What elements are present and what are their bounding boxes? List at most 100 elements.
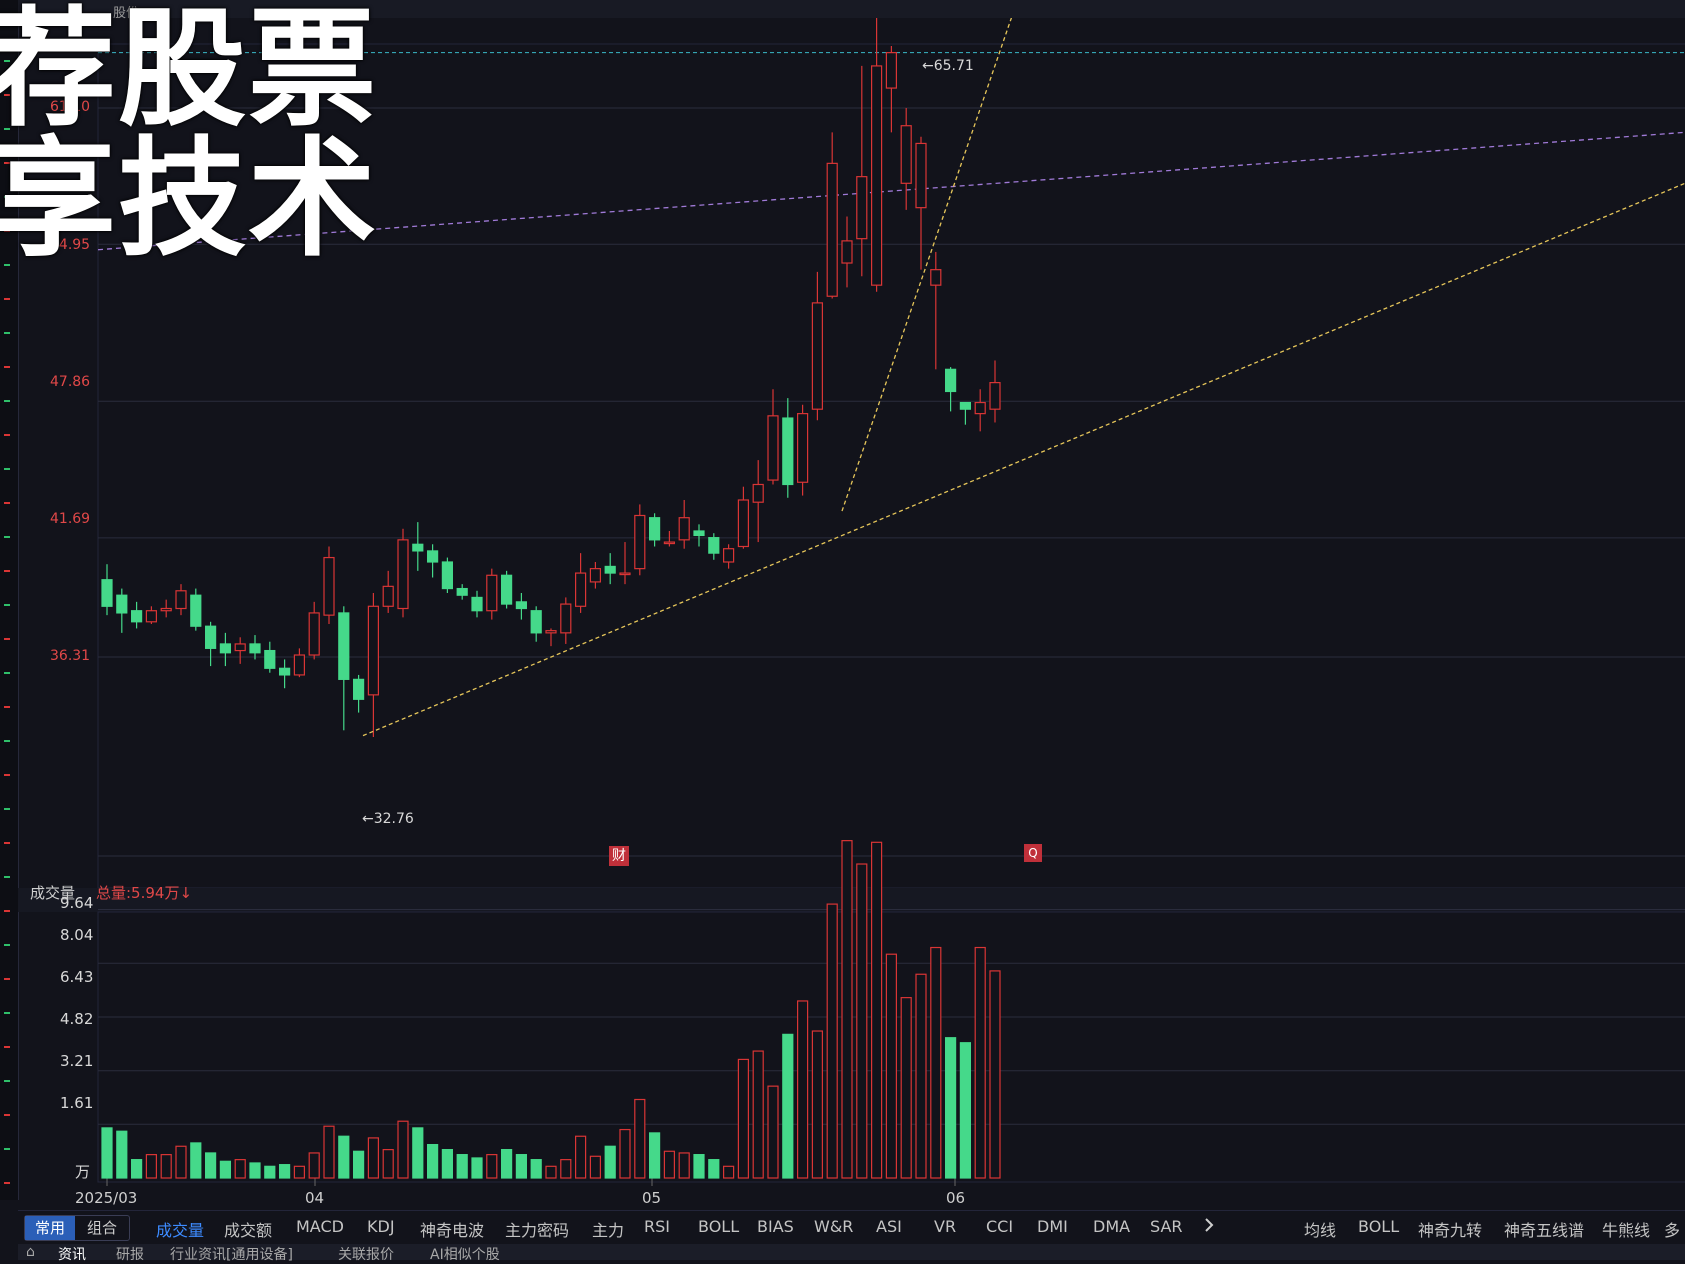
home-icon[interactable]: ⌂ <box>26 1244 35 1260</box>
strip-tick <box>4 366 10 368</box>
candle-body <box>604 565 616 574</box>
candle-body <box>856 176 868 240</box>
overlay-tab[interactable]: 神奇五线谱 <box>1504 1221 1585 1240</box>
strip-tick <box>4 264 10 266</box>
strip-tick <box>4 604 10 606</box>
indicator-tab[interactable]: 成交量 <box>156 1221 205 1240</box>
indicator-tab[interactable]: DMA <box>1093 1217 1131 1236</box>
volume-bar <box>175 1145 187 1179</box>
strip-tick <box>4 196 10 198</box>
candle-body <box>427 550 439 563</box>
candle-body <box>382 585 394 607</box>
indicator-tab[interactable]: 神奇电波 <box>420 1221 485 1240</box>
candle-body <box>101 579 113 607</box>
x-label-may: 05 <box>642 1189 662 1207</box>
chevron-right-icon[interactable] <box>1202 1215 1216 1239</box>
quarter-badge[interactable]: Q <box>1024 844 1042 862</box>
volume-bar <box>412 1127 424 1179</box>
volume-bar <box>515 1154 527 1179</box>
indicator-tab[interactable]: CCI <box>986 1217 1014 1236</box>
channel-line <box>97 131 1685 251</box>
strip-tick <box>4 468 10 470</box>
indicator-tab[interactable]: VR <box>934 1217 957 1236</box>
bottom-tab[interactable]: 资讯 <box>58 1247 86 1263</box>
candle-body <box>441 561 453 590</box>
overlay-tab[interactable]: 均线 <box>1304 1221 1337 1240</box>
candle-body <box>944 368 957 393</box>
volume-bar <box>574 1135 587 1179</box>
volume-bar <box>841 840 853 1179</box>
candle-body <box>693 530 705 537</box>
indicator-tab[interactable]: RSI <box>644 1217 670 1236</box>
indicator-tab[interactable]: DMI <box>1037 1217 1068 1236</box>
x-label-apr: 04 <box>305 1189 325 1207</box>
volume-bar <box>382 1149 394 1179</box>
volume-bar <box>900 997 912 1179</box>
overlay-tab[interactable]: 多 <box>1664 1221 1681 1240</box>
bottom-tab[interactable]: 研报 <box>116 1247 144 1263</box>
stock-name[interactable]: 股份 <box>113 6 140 21</box>
candle-body <box>338 612 350 680</box>
indicator-tab[interactable]: 主力密码 <box>505 1221 570 1240</box>
volume-bar <box>915 973 927 1179</box>
bottom-tab[interactable]: AI相似个股 <box>430 1247 500 1263</box>
financial-report-badge[interactable]: 财 <box>609 846 629 866</box>
volume-total: 总量:5.94万↓ <box>96 884 193 902</box>
indicator-tab[interactable]: W&R <box>814 1217 854 1236</box>
indicator-tab[interactable]: BOLL <box>698 1217 740 1236</box>
overlay-tab[interactable]: 神奇九转 <box>1418 1221 1483 1240</box>
candle-body <box>648 517 661 541</box>
volume-bar <box>264 1165 276 1179</box>
bottom-tab[interactable]: 行业资讯[通用设备] <box>170 1247 293 1263</box>
candle-body <box>574 572 587 607</box>
mode-combo-button[interactable]: 组合 <box>87 1219 118 1237</box>
strip-tick <box>4 1080 10 1082</box>
indicator-tab[interactable]: ASI <box>876 1217 902 1236</box>
bottom-tab-bar: ⌂ 资讯 研报 行业资讯[通用设备] 关联报价 AI相似个股 <box>18 1244 1685 1263</box>
overlay-tab[interactable]: 牛熊线 <box>1602 1221 1651 1240</box>
indicator-tab[interactable]: BIAS <box>757 1217 794 1236</box>
volume-bar <box>471 1157 483 1179</box>
volume-bar <box>989 970 1001 1179</box>
strip-tick <box>4 706 10 708</box>
strip-tick <box>4 1182 10 1184</box>
strip-tick <box>4 842 10 844</box>
volume-bar <box>293 1165 305 1179</box>
candle-body <box>116 594 128 614</box>
bottom-tab[interactable]: 关联报价 <box>338 1247 394 1263</box>
indicator-tab[interactable]: MACD <box>296 1217 344 1236</box>
indicator-tab[interactable]: KDJ <box>367 1217 395 1236</box>
candle-body <box>190 594 202 627</box>
volume-bar <box>737 1058 750 1179</box>
strip-tick <box>4 876 10 878</box>
mode-common-button[interactable]: 常用 <box>25 1216 76 1240</box>
volume-bar <box>619 1128 631 1179</box>
volume-bar <box>545 1165 557 1179</box>
candle-body <box>634 514 646 570</box>
indicator-tab[interactable]: SAR <box>1150 1217 1183 1236</box>
strip-tick <box>4 774 10 776</box>
kline-chart[interactable] <box>18 18 1685 1208</box>
strip-tick <box>4 978 10 980</box>
volume-bar <box>589 1155 602 1179</box>
strip-tick <box>4 740 10 742</box>
mode-segment: 常用 组合 <box>24 1215 130 1241</box>
volume-bar <box>767 1085 779 1179</box>
trend-line-support <box>362 182 1685 737</box>
volume-bar <box>870 841 883 1179</box>
candle-body <box>974 401 986 415</box>
candle-body <box>589 568 602 583</box>
candle-body <box>678 517 690 541</box>
volume-bar <box>323 1125 335 1179</box>
indicator-tab[interactable]: 成交额 <box>224 1221 273 1240</box>
strip-tick <box>4 808 10 810</box>
overlay-tab[interactable]: BOLL <box>1358 1217 1400 1236</box>
indicator-tab[interactable]: 主力 <box>592 1221 625 1240</box>
candle-body <box>279 667 291 676</box>
overlay-caption-line1: 荐股票 <box>0 0 379 144</box>
volume-axis-label: 3.21 <box>60 1052 94 1070</box>
volume-bar <box>353 1150 365 1179</box>
candle-body <box>767 415 779 481</box>
candle-body <box>175 590 187 610</box>
candle-body <box>989 382 1001 410</box>
